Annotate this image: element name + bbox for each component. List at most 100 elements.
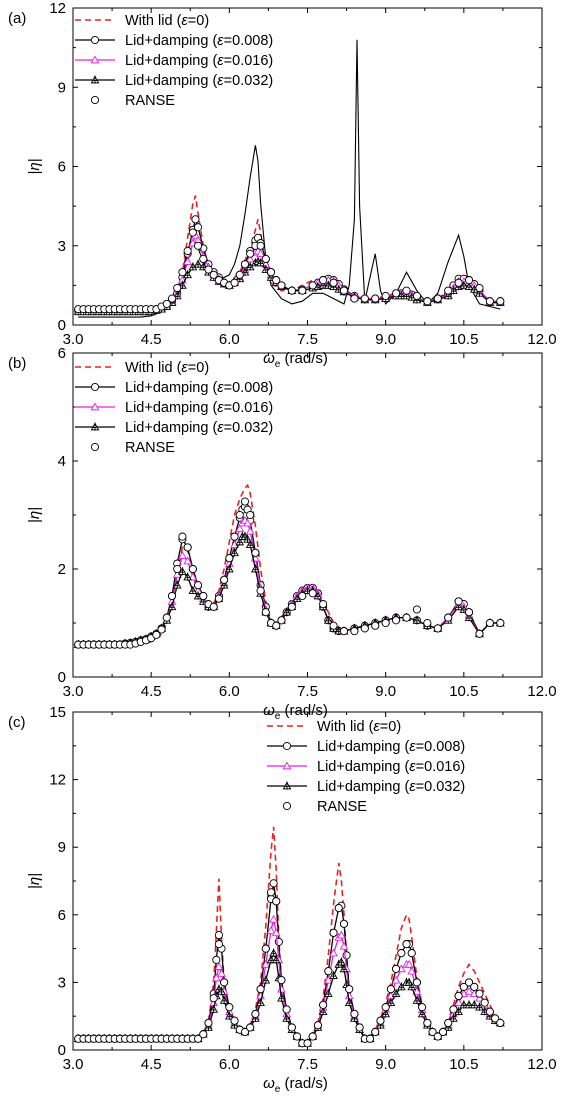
data-point bbox=[266, 268, 276, 277]
legend-label: Lid+damping (ε=0.016) bbox=[317, 759, 465, 775]
y-tick-label: 0 bbox=[58, 1042, 66, 1059]
x-tick-label: 9.0 bbox=[375, 683, 396, 700]
data-point bbox=[454, 602, 463, 611]
legend-swatch-marker bbox=[90, 55, 100, 64]
data-point bbox=[209, 602, 218, 611]
data-point bbox=[214, 940, 223, 949]
data-point bbox=[313, 1021, 322, 1030]
x-axis-label: ωe (rad/s) bbox=[263, 1075, 328, 1095]
data-point bbox=[167, 591, 177, 601]
data-point bbox=[245, 254, 255, 263]
data-point bbox=[261, 975, 271, 984]
data-point bbox=[220, 978, 229, 987]
data-point bbox=[342, 951, 351, 960]
x-tick-label: 9.0 bbox=[375, 331, 396, 348]
y-tick-label: 0 bbox=[58, 317, 66, 334]
y-tick-label: 12 bbox=[49, 772, 66, 789]
legend-item: Lid+damping (ε=0.032) bbox=[75, 420, 273, 436]
legend: With lid (ε=0) Lid+damping (ε=0.008) Lid+d… bbox=[75, 13, 273, 109]
data-point bbox=[323, 989, 333, 998]
legend-label: RANSE bbox=[317, 799, 367, 815]
x-axis-label: ωe (rad/s) bbox=[263, 702, 328, 722]
x-tick-label: 7.5 bbox=[297, 1056, 318, 1073]
data-point bbox=[287, 602, 296, 611]
data-point bbox=[350, 294, 359, 303]
data-point bbox=[313, 591, 323, 600]
data-point bbox=[475, 629, 484, 638]
data-point bbox=[371, 294, 380, 303]
data-point bbox=[199, 254, 208, 264]
data-point bbox=[433, 624, 442, 633]
data-point bbox=[251, 548, 260, 557]
data-point bbox=[318, 280, 328, 289]
data-point bbox=[371, 1027, 380, 1037]
x-tick-label: 3.0 bbox=[63, 683, 84, 700]
data-point bbox=[217, 968, 226, 977]
data-point bbox=[412, 978, 421, 987]
data-point bbox=[157, 625, 166, 634]
data-point bbox=[277, 984, 286, 993]
data-point bbox=[454, 278, 463, 287]
data-point bbox=[183, 556, 193, 565]
data-point bbox=[188, 572, 198, 581]
x-tick-label: 9.0 bbox=[375, 1056, 396, 1073]
data-point bbox=[193, 259, 203, 268]
data-point bbox=[246, 249, 255, 258]
data-point bbox=[308, 589, 317, 598]
data-point bbox=[287, 286, 296, 295]
legend-item: Lid+damping (ε=0.032) bbox=[267, 779, 465, 795]
data-point bbox=[392, 289, 401, 298]
legend-swatch-marker bbox=[90, 382, 100, 392]
data-point bbox=[209, 270, 218, 279]
data-point bbox=[407, 949, 416, 958]
y-tick-label: 9 bbox=[58, 79, 66, 96]
legend-item: Lid+damping (ε=0.016) bbox=[75, 53, 273, 69]
data-point bbox=[469, 1000, 479, 1009]
legend-swatch-marker bbox=[282, 781, 292, 790]
data-point bbox=[209, 994, 218, 1003]
x-tick-label: 7.5 bbox=[297, 331, 318, 348]
data-point bbox=[178, 550, 187, 559]
data-point bbox=[225, 1003, 234, 1012]
data-point bbox=[256, 249, 265, 258]
data-point bbox=[345, 985, 354, 994]
legend-item: Lid+damping (ε=0.016) bbox=[75, 400, 273, 416]
data-point bbox=[220, 575, 229, 584]
data-point bbox=[376, 1016, 385, 1025]
data-point bbox=[407, 982, 417, 991]
data-point bbox=[251, 564, 260, 573]
data-point bbox=[269, 879, 278, 888]
y-axis-label: |η| bbox=[26, 507, 43, 523]
x-tick-label: 6.0 bbox=[219, 1056, 240, 1073]
data-point bbox=[183, 246, 192, 256]
data-point bbox=[214, 931, 223, 940]
data-point bbox=[240, 1027, 250, 1037]
data-point bbox=[438, 1027, 448, 1037]
panel-label: (a) bbox=[8, 10, 26, 27]
data-point bbox=[485, 618, 494, 628]
data-point bbox=[303, 1039, 312, 1048]
data-point bbox=[194, 241, 203, 250]
data-point bbox=[183, 257, 193, 265]
data-point bbox=[464, 276, 474, 285]
series-line bbox=[78, 505, 501, 646]
data-point bbox=[360, 624, 369, 633]
data-point bbox=[269, 948, 278, 957]
legend-item: Lid+damping (ε=0.016) bbox=[267, 759, 465, 775]
data-point bbox=[496, 618, 505, 628]
y-tick-label: 2 bbox=[58, 561, 66, 578]
data-point bbox=[329, 278, 338, 287]
y-tick-label: 6 bbox=[58, 159, 66, 176]
data-point bbox=[214, 594, 223, 603]
series-0 bbox=[78, 483, 501, 646]
y-tick-label: 4 bbox=[58, 453, 66, 470]
data-point bbox=[178, 567, 187, 576]
data-point bbox=[167, 602, 177, 611]
data-point bbox=[464, 1000, 474, 1009]
data-point bbox=[199, 1030, 208, 1039]
data-point bbox=[464, 608, 474, 617]
data-point bbox=[449, 1005, 458, 1014]
x-tick-label: 7.5 bbox=[297, 683, 318, 700]
data-point bbox=[334, 903, 343, 913]
